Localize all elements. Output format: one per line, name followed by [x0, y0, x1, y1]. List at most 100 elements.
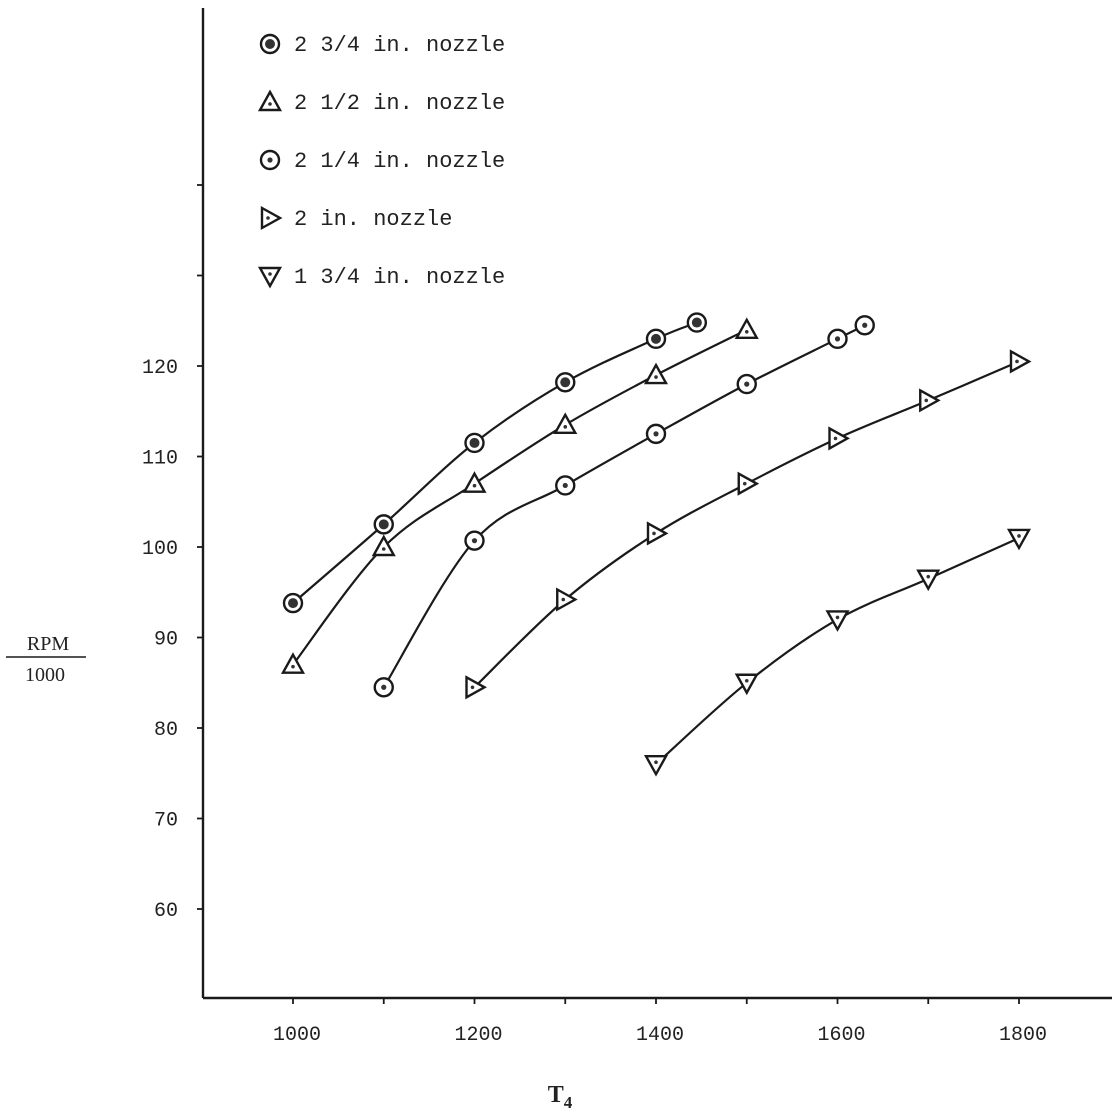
y-axis-title-denominator: 1000: [25, 664, 65, 686]
legend: 2 3/4 in. nozzle 2 1/2 in. nozzle 2 1/4 in…: [257, 33, 505, 290]
marker-fill: [378, 519, 389, 530]
data-point: [553, 412, 578, 435]
series-markers-5: [643, 528, 1032, 777]
data-point: [646, 521, 669, 546]
marker-center-dot: [561, 597, 566, 602]
marker-fill: [560, 377, 571, 388]
marker-center-dot: [563, 425, 568, 429]
marker-triangle: [465, 675, 487, 700]
data-point: [827, 328, 848, 350]
data-point: [465, 675, 487, 700]
data-point: [259, 149, 281, 171]
series-markers-4: [465, 349, 1032, 700]
marker-center-dot: [266, 216, 270, 220]
axes: 60 70 80 90 100 110 120 1000 1200 1400 1600 1800: [142, 8, 1112, 1047]
marker-center-dot: [381, 547, 386, 551]
data-point: [260, 205, 283, 231]
y-axis-title-numerator: RPM: [27, 633, 69, 655]
marker-center-dot: [834, 336, 841, 342]
marker-center-dot: [291, 664, 295, 669]
legend-item: 2 in. nozzle: [260, 205, 452, 232]
x-tick-label: 1400: [636, 1024, 684, 1047]
data-point: [371, 534, 396, 557]
markers: [280, 312, 1032, 777]
marker-triangle: [916, 569, 941, 592]
data-point: [736, 373, 757, 395]
marker-center-dot: [472, 483, 477, 488]
marker-center-dot: [654, 760, 658, 764]
data-point: [259, 33, 281, 55]
data-point: [257, 266, 283, 289]
legend-label: 2 3/4 in. nozzle: [294, 33, 505, 58]
y-tick-label: 60: [154, 900, 178, 923]
series-markers-2: [280, 317, 759, 674]
marker-center-dot: [744, 678, 749, 683]
curves: [292, 321, 1020, 766]
data-point: [919, 388, 941, 413]
legend-item: 2 3/4 in. nozzle: [259, 33, 505, 58]
marker-center-dot: [862, 322, 868, 328]
marker-center-dot: [1015, 359, 1019, 364]
series-markers-1: [282, 312, 708, 614]
data-point: [916, 569, 941, 592]
marker-triangle: [257, 89, 283, 112]
marker-triangle: [919, 388, 941, 413]
marker-center-dot: [470, 685, 475, 690]
marker-center-dot: [652, 531, 656, 536]
data-point: [686, 312, 708, 333]
legend-label: 2 in. nozzle: [294, 207, 452, 232]
marker-center-dot: [653, 431, 659, 437]
data-point: [828, 426, 850, 451]
legend-item: 2 1/2 in. nozzle: [257, 89, 505, 116]
marker-fill: [691, 317, 702, 328]
marker-triangle: [371, 534, 396, 557]
y-tick-label: 110: [142, 448, 178, 471]
marker-center-dot: [744, 330, 749, 334]
series-line-3: [382, 324, 866, 688]
marker-center-dot: [268, 102, 272, 106]
x-tick-label: 1800: [999, 1024, 1047, 1047]
data-point: [462, 471, 487, 493]
data-point: [373, 677, 394, 698]
marker-triangle: [734, 317, 759, 339]
data-point: [643, 755, 669, 777]
marker-triangle: [462, 471, 487, 493]
marker-center-dot: [924, 398, 929, 403]
marker-triangle: [828, 426, 850, 451]
marker-triangle: [556, 587, 578, 612]
marker-center-dot: [833, 436, 838, 441]
x-axis-title: T4: [548, 1082, 573, 1112]
marker-fill: [288, 598, 298, 609]
data-point: [556, 587, 578, 612]
legend-label: 1 3/4 in. nozzle: [294, 265, 505, 290]
marker-fill: [265, 39, 275, 49]
x-tick-label: 1000: [273, 1024, 321, 1047]
series-markers-3: [373, 315, 875, 698]
data-point: [1006, 528, 1032, 551]
x-tick-label: 1600: [817, 1024, 865, 1047]
marker-fill: [469, 437, 480, 448]
data-point: [643, 362, 669, 385]
series-line-5: [655, 536, 1020, 766]
marker-center-dot: [744, 381, 750, 387]
marker-triangle: [734, 673, 759, 696]
marker-center-dot: [381, 684, 387, 690]
marker-center-dot: [742, 481, 747, 486]
legend-label: 2 1/4 in. nozzle: [294, 149, 505, 174]
y-tick-label: 70: [154, 810, 178, 833]
series-line-1: [292, 321, 698, 604]
data-point: [854, 315, 875, 336]
marker-center-dot: [654, 375, 658, 379]
marker-triangle: [1006, 528, 1032, 551]
series-line-4: [473, 360, 1020, 689]
marker-triangle: [643, 362, 669, 385]
marker-triangle: [260, 205, 283, 231]
marker-center-dot: [835, 615, 840, 620]
y-tick-label: 80: [154, 719, 178, 742]
data-point: [282, 592, 304, 614]
legend-item: 2 1/4 in. nozzle: [259, 149, 505, 174]
marker-triangle: [825, 610, 850, 632]
data-point: [645, 423, 667, 445]
